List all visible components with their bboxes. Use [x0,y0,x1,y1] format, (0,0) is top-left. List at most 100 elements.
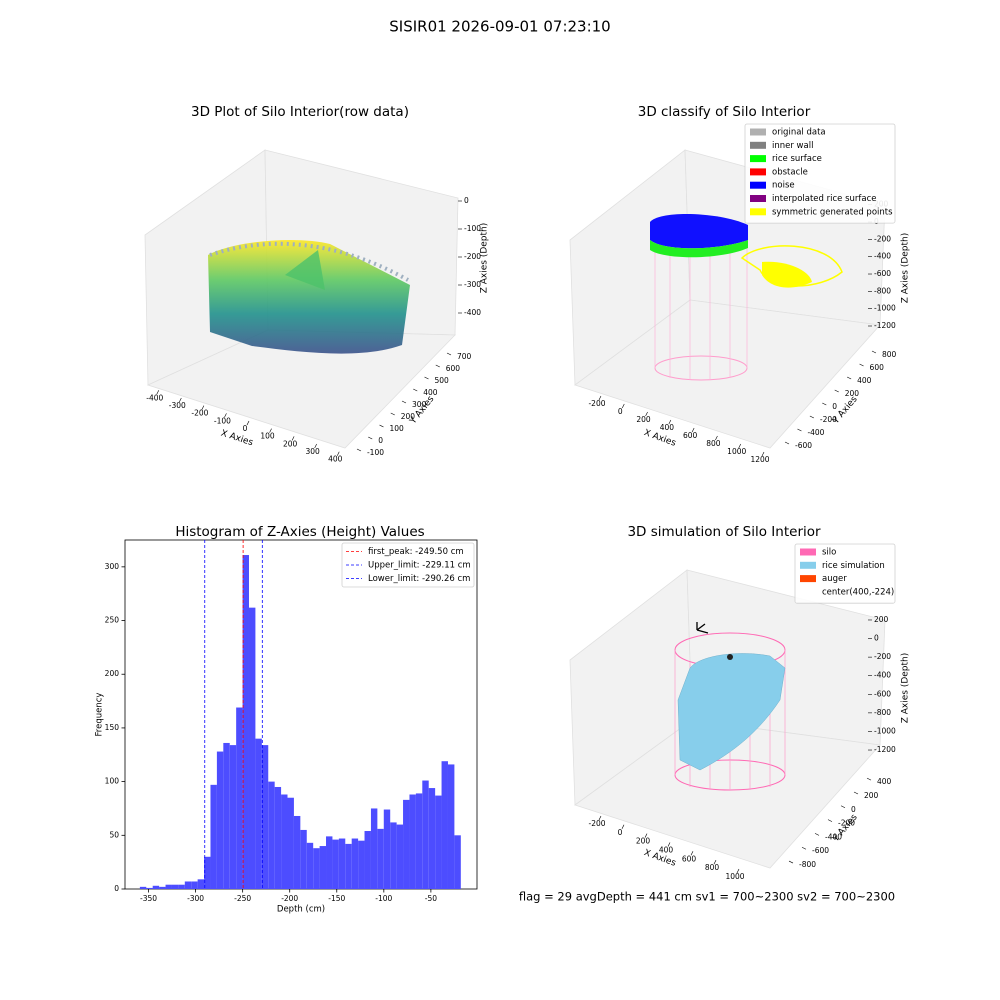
y-tick-label: -200 [820,415,837,424]
bar [229,745,237,889]
y-tick-label: -400 [825,832,842,841]
bar [236,707,243,889]
bar [370,808,378,889]
legend-swatch [800,575,816,583]
y-tick [809,415,815,419]
z-tick-label: 0 [464,196,469,205]
y-tick-label: 50 [109,830,119,839]
y-tick-label: 700 [457,352,472,361]
bar [390,822,397,889]
x-tick [336,451,340,456]
legend-swatch [750,181,766,189]
y-tick-label: -600 [812,846,829,855]
bar [242,555,249,889]
y-tick [424,376,429,380]
legend-label: symmetric generated points [772,207,893,217]
x-tick [691,427,695,433]
legend-label: auger [822,574,847,584]
bar [345,843,352,889]
y-tick [788,860,794,864]
x-tick-label: 100 [260,432,275,441]
bar [287,797,294,889]
y-tick-label: 600 [870,363,885,372]
z-tick-label: -300 [464,280,481,289]
x-tick-label: -200 [191,409,208,418]
y-axis-label: Frequency [95,693,105,737]
x-tick-label: 200 [636,415,651,424]
y-tick [853,791,859,795]
bar [364,831,371,889]
y-tick-label: 200 [845,389,860,398]
x-tick-label: 1200 [750,455,769,464]
y-tick [413,388,418,392]
bar [403,799,410,889]
panel-3d-c [569,569,886,869]
x-tick-label: -200 [588,399,605,408]
y-tick-label: 600 [446,364,461,373]
bar [197,879,205,889]
bar [248,607,256,889]
legend-label: original data [772,128,826,138]
bar [351,838,359,889]
x-axis-label: Depth (cm) [277,905,325,915]
legend-swatch [800,561,816,569]
x-tick-label: 300 [306,447,321,456]
y-tick-label: -200 [838,819,855,828]
x-tick [246,420,250,426]
legend-label: Upper_limit: -229.11 cm [368,561,471,571]
y-tick-label: -800 [799,860,816,869]
z-tick-label: -1200 [874,321,896,330]
panel-3d-a [144,149,459,449]
x-tick-label: 0 [243,424,248,433]
legend-label: rice surface [772,154,822,164]
y-tick-label: 300 [412,400,427,409]
x-tick-label: -300 [169,401,186,410]
legend-label: silo [822,548,836,558]
z-tick-label: -200 [874,234,891,243]
bar [184,881,192,889]
x-tick-label: -200 [281,894,298,903]
y-tick [846,376,852,380]
z-tick-label: -800 [874,286,891,295]
bar [139,886,147,889]
chart-title: 3D simulation of Silo Interior [627,524,821,540]
x-tick [761,451,765,457]
bar [210,784,217,889]
x-tick [156,390,160,395]
legend-label: interpolated rice surface [772,194,877,204]
z-tick-label: -200 [874,652,891,661]
bar [428,788,436,889]
x-tick-label: -350 [140,894,157,903]
z-tick-label: -400 [874,671,891,680]
x-tick [291,436,295,441]
z-tick-label: -100 [464,224,481,233]
y-tick-label: 800 [882,350,897,359]
x-tick-label: 0 [618,407,623,416]
bar [332,839,339,889]
y-tick-label: 200 [105,669,120,678]
y-tick [866,777,872,781]
y-tick [784,441,790,445]
x-tick [598,815,602,821]
y-tick-label: 400 [857,376,872,385]
x-tick-label: 600 [682,854,697,863]
y-tick-label: 0 [378,436,383,445]
y-tick-label: -400 [807,428,824,437]
legend-box [744,123,896,224]
x-tick [598,395,602,401]
x-tick-label: 800 [706,439,721,448]
x-tick-label: 400 [328,455,343,464]
legend-swatch [750,141,766,149]
y-tick [446,352,452,356]
x-tick [713,859,717,865]
z-tick-label: -800 [874,708,891,717]
y-tick [368,436,373,440]
y-tick [390,412,395,416]
bar [152,885,160,889]
x-tick [668,419,672,425]
y-tick [797,428,802,432]
x-tick-label: 1000 [727,447,746,456]
y-tick [401,400,407,404]
bar [261,745,269,889]
